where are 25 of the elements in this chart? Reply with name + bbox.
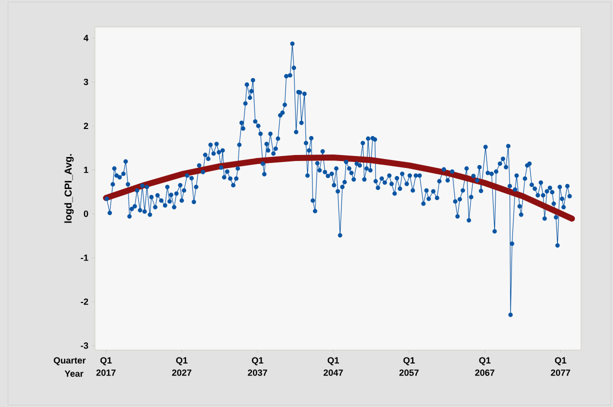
x-tick-label: 2027 xyxy=(172,370,192,376)
x-tick-label: 2077 xyxy=(550,370,570,376)
y-tick-label: 0 xyxy=(84,210,88,217)
text: Q1 xyxy=(328,357,340,366)
text: Q1 xyxy=(554,357,566,366)
y-tick-label: 4 xyxy=(84,34,88,42)
x-tick-label: 2067 xyxy=(475,370,494,376)
y-tick-label: -3 xyxy=(80,342,88,349)
y-tick-label: 2 xyxy=(84,122,88,130)
x-tick-label: 2057 xyxy=(399,370,419,376)
text: Q1 xyxy=(100,357,112,366)
x-axis-title: Year xyxy=(64,370,84,377)
x-tick-label: 2017 xyxy=(96,370,116,376)
y-tick-label: 1 xyxy=(84,166,88,173)
y-tick-label: -1 xyxy=(80,254,88,261)
y-axis-title: logd_CPI_Avg. xyxy=(64,154,74,223)
text: Q1 xyxy=(403,357,415,366)
y-tick-label: 3 xyxy=(84,78,88,86)
text: Quarter xyxy=(54,357,86,366)
x-tick-label: 2037 xyxy=(248,370,268,376)
text: Q1 xyxy=(252,357,264,366)
text: Q1 xyxy=(479,357,491,366)
text: Q1 xyxy=(176,357,188,366)
y-tick-label: -2 xyxy=(80,298,88,305)
x-tick-label: 2047 xyxy=(324,370,343,376)
